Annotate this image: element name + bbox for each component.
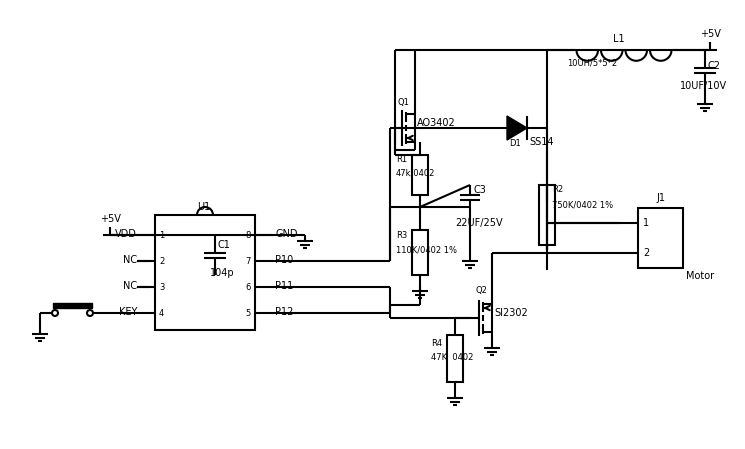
Text: R3: R3 — [396, 230, 408, 239]
Text: 47k/0402: 47k/0402 — [396, 168, 435, 177]
Text: 10UF/10V: 10UF/10V — [680, 81, 727, 91]
Text: AO3402: AO3402 — [417, 118, 456, 128]
Text: 4: 4 — [159, 308, 164, 317]
Text: R2: R2 — [552, 185, 563, 194]
Text: VDD: VDD — [115, 229, 137, 239]
Text: U1: U1 — [197, 202, 210, 212]
Text: C1: C1 — [218, 240, 231, 250]
Bar — [539, 185, 555, 245]
Text: 22UF/25V: 22UF/25V — [455, 218, 503, 228]
Text: D1: D1 — [509, 140, 521, 149]
Bar — [53, 303, 92, 308]
Circle shape — [87, 310, 93, 316]
Text: L1: L1 — [613, 34, 625, 44]
Text: 2: 2 — [643, 248, 649, 258]
Polygon shape — [507, 116, 527, 140]
Text: KEY: KEY — [118, 307, 137, 317]
Text: P10: P10 — [275, 255, 294, 265]
Text: R1: R1 — [396, 155, 407, 164]
Text: 1: 1 — [643, 218, 649, 228]
Text: GND: GND — [275, 229, 297, 239]
Text: SI2302: SI2302 — [494, 308, 527, 318]
Text: NC: NC — [123, 255, 137, 265]
Text: Q1: Q1 — [397, 97, 409, 106]
Text: P11: P11 — [275, 281, 294, 291]
Text: 2: 2 — [159, 256, 164, 265]
Text: P12: P12 — [275, 307, 294, 317]
Bar — [412, 230, 428, 275]
Text: 3: 3 — [159, 282, 165, 291]
Bar — [155, 215, 255, 330]
Bar — [638, 208, 683, 268]
Bar — [412, 155, 428, 195]
Text: 5: 5 — [246, 308, 251, 317]
Text: 7: 7 — [246, 256, 251, 265]
Text: 110K/0402 1%: 110K/0402 1% — [396, 246, 457, 255]
Text: Q2: Q2 — [476, 286, 488, 295]
Text: NC: NC — [123, 281, 137, 291]
Text: 10UH/5*5*2: 10UH/5*5*2 — [567, 58, 617, 67]
Circle shape — [52, 310, 58, 316]
Text: 104p: 104p — [210, 268, 235, 278]
Text: C2: C2 — [708, 61, 721, 71]
Bar — [447, 335, 463, 382]
Text: 8: 8 — [246, 230, 251, 239]
Text: 1: 1 — [159, 230, 164, 239]
Text: 750K/0402 1%: 750K/0402 1% — [552, 201, 613, 210]
Text: SS14: SS14 — [529, 137, 554, 147]
Text: 47K  0402: 47K 0402 — [431, 352, 473, 361]
Text: +5V: +5V — [100, 214, 121, 224]
Text: 6: 6 — [246, 282, 251, 291]
Text: Motor: Motor — [686, 271, 714, 281]
Text: J1: J1 — [656, 193, 665, 203]
Text: C3: C3 — [473, 185, 486, 195]
Text: +5V: +5V — [700, 29, 720, 39]
Text: R4: R4 — [431, 339, 442, 348]
